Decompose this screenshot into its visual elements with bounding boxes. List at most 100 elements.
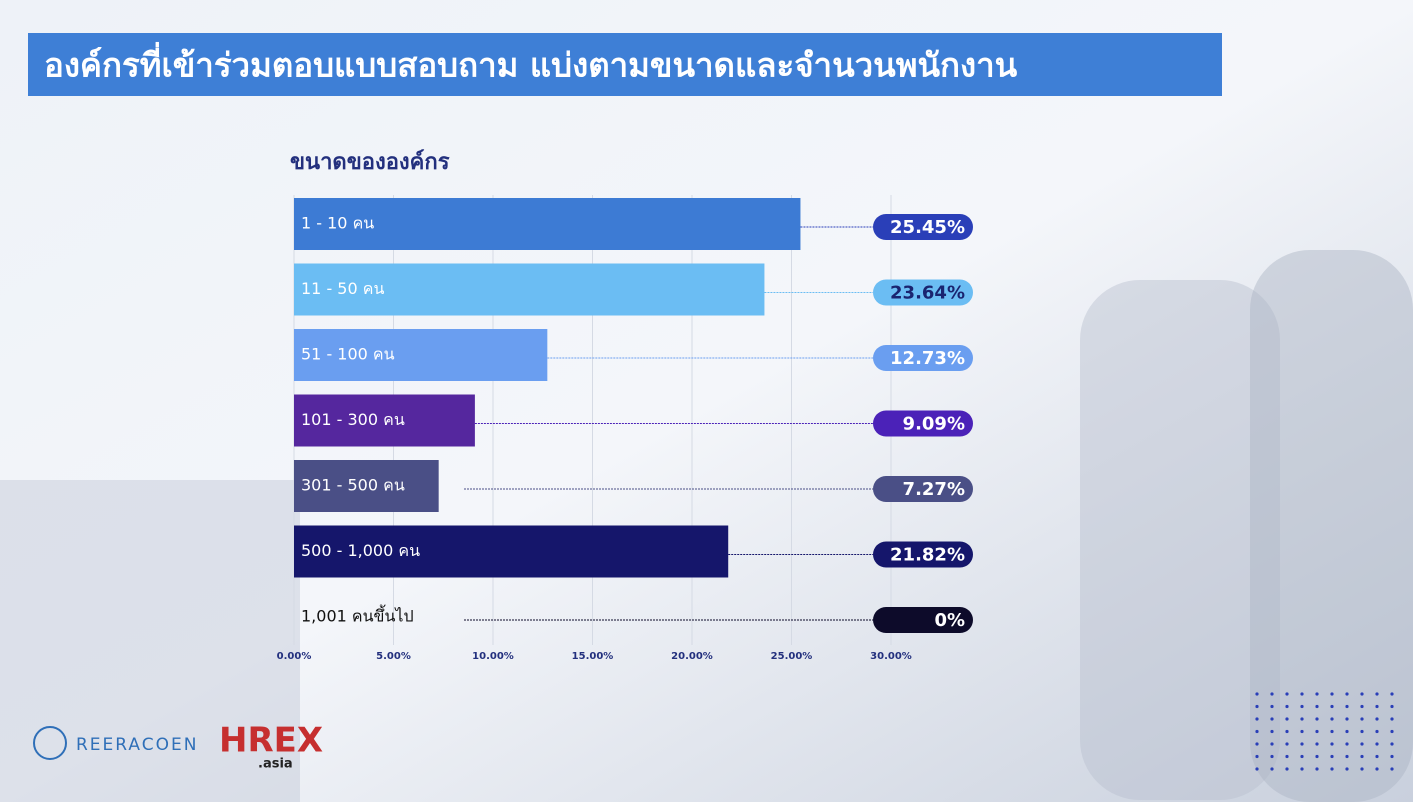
x-tick-label: 5.00% [376,651,411,662]
dot [1270,717,1274,721]
value-label: 25.45% [890,217,965,238]
x-tick-label: 20.00% [671,651,713,662]
value-pill [873,541,973,568]
x-tick-label: 15.00% [572,651,614,662]
dot [1390,767,1394,771]
dot [1315,742,1319,746]
dot [1255,742,1259,746]
value-label: 9.09% [903,414,965,435]
dot [1300,692,1304,696]
category-label: 51 - 100 คน [301,345,395,364]
dot [1300,742,1304,746]
dot [1270,692,1274,696]
value-label: 21.82% [890,545,965,566]
dot [1255,767,1259,771]
header-title: องค์กรที่เข้าร่วมตอบแบบสอบถาม แบ่งตามขนา… [44,42,1018,85]
background-figure [1250,250,1413,802]
dot [1345,767,1349,771]
dot [1330,717,1334,721]
dot [1315,717,1319,721]
dot [1255,704,1259,709]
dot [1375,692,1379,696]
category-label: 1 - 10 คน [301,214,374,233]
dot [1345,704,1349,709]
dot [1315,767,1319,771]
bar [294,198,801,250]
dot [1270,767,1274,771]
value-pill [873,279,973,306]
dot [1300,717,1304,721]
dot-pattern [1255,692,1394,771]
dot [1360,754,1364,759]
x-tick-label: 25.00% [771,651,813,662]
value-pill [873,410,973,437]
category-label: 301 - 500 คน [301,476,405,495]
reeracoen-logo: REERACOEN [76,735,198,755]
dot [1285,692,1289,696]
dot [1255,717,1259,721]
dot [1375,729,1379,734]
dot [1255,754,1259,759]
dot [1375,704,1379,709]
dot [1315,754,1319,759]
dot [1300,704,1304,709]
dot [1390,704,1394,709]
dot [1330,742,1334,746]
dot [1285,717,1289,721]
background-chair [0,480,300,802]
dot [1345,729,1349,734]
category-label: 1,001 คนขึ้นไป [301,605,414,626]
bar [294,394,475,447]
dot [1375,742,1379,746]
dot [1390,754,1394,759]
dot [1390,729,1394,734]
value-pill [873,476,973,502]
dot [1285,729,1289,734]
value-label: 23.64% [890,283,965,304]
value-pill [873,607,973,633]
dot [1330,704,1334,709]
dot [1315,692,1319,696]
bar [294,263,765,316]
bar [294,460,439,512]
header-bar [28,33,1222,96]
chart-title: ขนาดขององค์กร [290,149,450,175]
dot [1345,692,1349,696]
reeracoen-icon [33,726,67,760]
dot [1270,704,1274,709]
dot [1375,754,1379,759]
dot [1360,767,1364,771]
dot [1270,729,1274,734]
dot [1270,754,1274,759]
dot [1330,692,1334,696]
dot [1285,742,1289,746]
x-tick-label: 0.00% [277,651,312,662]
hrex-sub: .asia [258,757,293,772]
bar [294,525,729,578]
category-label: 11 - 50 คน [301,279,384,298]
value-label: 12.73% [890,348,965,369]
value-label: 0% [934,610,965,631]
dot [1375,767,1379,771]
dot [1315,729,1319,734]
category-label: 101 - 300 คน [301,410,405,429]
value-label: 7.27% [903,479,965,500]
dot [1270,742,1274,746]
dot [1285,767,1289,771]
dot [1360,692,1364,696]
dot [1345,754,1349,759]
dot [1285,704,1289,709]
dot [1360,742,1364,746]
value-pill [873,345,973,371]
dot [1330,729,1334,734]
dot [1300,729,1304,734]
dot [1390,717,1394,721]
dot [1375,717,1379,721]
dot [1330,754,1334,759]
dot [1390,692,1394,696]
dot [1360,704,1364,709]
dot [1345,717,1349,721]
dot [1300,754,1304,759]
background-figure [1080,280,1280,800]
